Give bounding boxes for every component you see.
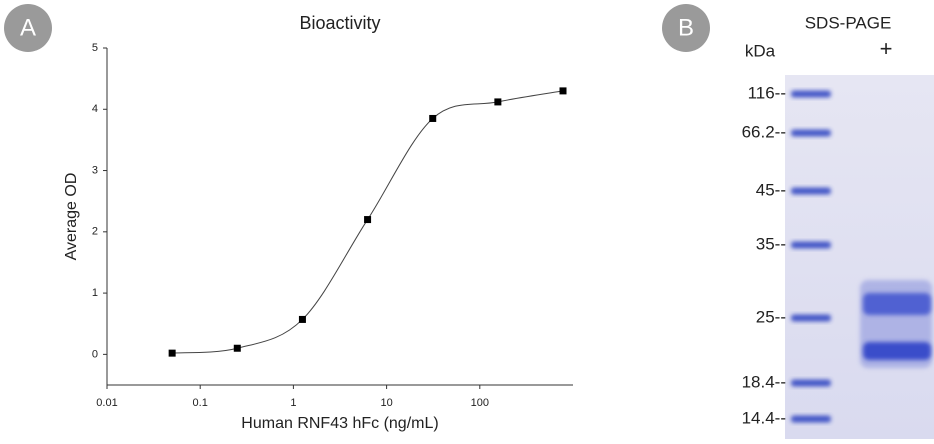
x-tick-label: 0.1 <box>193 397 208 409</box>
x-axis-label: Human RNF43 hFc (ng/mL) <box>241 415 438 432</box>
marker-label: 18.4-- <box>742 372 786 391</box>
sample-band <box>863 293 931 315</box>
marker-label: 25-- <box>756 307 786 326</box>
data-point <box>559 87 567 95</box>
data-point <box>494 98 502 106</box>
y-tick-label: 0 <box>92 348 98 360</box>
marker-band <box>791 90 831 98</box>
x-tick-label: 0.01 <box>96 397 117 409</box>
marker-label: 14.4-- <box>742 408 786 427</box>
data-point <box>429 114 437 122</box>
panel-badge <box>4 4 52 52</box>
marker-band <box>791 314 831 322</box>
chart-title: Bioactivity <box>299 13 380 33</box>
y-axis-label: Average OD <box>63 173 80 261</box>
lane-label: + <box>880 36 893 61</box>
x-tick-label: 100 <box>471 397 489 409</box>
y-tick-label: 4 <box>92 103 98 115</box>
marker-band <box>791 379 831 387</box>
data-point <box>233 344 241 352</box>
y-tick-label: 5 <box>92 42 98 54</box>
panel-badge <box>662 4 710 52</box>
data-point <box>298 315 306 323</box>
panel-label: A <box>20 14 36 41</box>
sample-band <box>863 342 931 360</box>
marker-label: 66.2-- <box>742 122 786 141</box>
data-point <box>364 216 372 224</box>
x-tick-label: 10 <box>380 397 392 409</box>
unit-label: kDa <box>745 41 776 60</box>
panel-label: B <box>678 14 694 41</box>
marker-label: 35-- <box>756 234 786 253</box>
marker-band <box>791 241 831 249</box>
data-point <box>168 349 176 357</box>
y-tick-label: 1 <box>92 287 98 299</box>
y-tick-label: 2 <box>92 226 98 238</box>
gel-title: SDS-PAGE <box>805 13 892 32</box>
y-tick-label: 3 <box>92 164 98 176</box>
marker-band <box>791 129 831 137</box>
marker-band <box>791 415 831 423</box>
marker-band <box>791 187 831 195</box>
x-tick-label: 1 <box>290 397 296 409</box>
marker-label: 45-- <box>756 180 786 199</box>
marker-label: 116-- <box>748 83 786 102</box>
